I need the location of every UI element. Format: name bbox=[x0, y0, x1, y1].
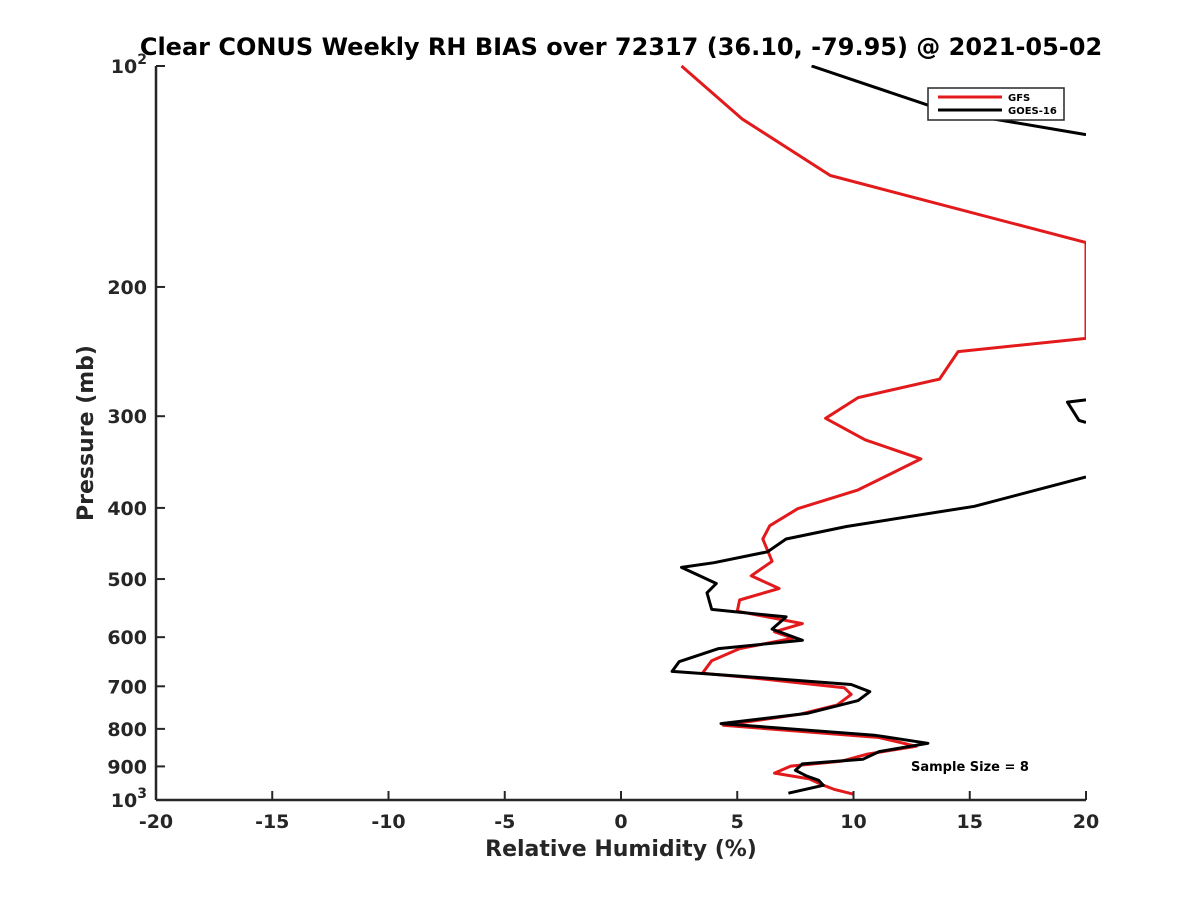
y-tick-label: 700 bbox=[107, 676, 147, 698]
chart-title: Clear CONUS Weekly RH BIAS over 72317 (3… bbox=[140, 33, 1102, 61]
y-tick-label: 102 bbox=[111, 52, 147, 78]
legend-box bbox=[927, 87, 1065, 121]
x-tick-label: 15 bbox=[957, 811, 983, 833]
x-tick-label: 20 bbox=[1073, 811, 1099, 833]
y-tick-label: 400 bbox=[107, 498, 147, 520]
y-tick-label: 600 bbox=[107, 627, 147, 649]
y-axis-label: Pressure (mb) bbox=[74, 345, 99, 521]
x-tick-label: -15 bbox=[255, 811, 289, 833]
x-tick-label: 5 bbox=[731, 811, 744, 833]
x-axis-label: Relative Humidity (%) bbox=[485, 837, 757, 862]
x-tick-label: -10 bbox=[371, 811, 405, 833]
y-tick-label: 900 bbox=[107, 756, 147, 778]
sample-size-annotation: Sample Size = 8 bbox=[911, 760, 1029, 775]
y-tick-label: 200 bbox=[107, 277, 147, 299]
legend: GFS GOES-16 bbox=[927, 87, 1065, 121]
legend-label: GOES-16 bbox=[1008, 106, 1057, 117]
x-tick-label: -20 bbox=[139, 811, 173, 833]
x-tick-label: -5 bbox=[494, 811, 515, 833]
x-tick-label: 0 bbox=[614, 811, 627, 833]
y-tick-label: 103 bbox=[111, 786, 147, 812]
y-tick-label: 500 bbox=[107, 569, 147, 591]
series-line-gfs-1 bbox=[680, 65, 1086, 796]
legend-label: GFS bbox=[1008, 93, 1030, 104]
y-tick-label: 300 bbox=[107, 406, 147, 428]
series-line-goes-16-2 bbox=[1065, 398, 1086, 424]
series-line-goes-16-3 bbox=[670, 475, 1086, 795]
x-tick-label: 10 bbox=[840, 811, 866, 833]
y-tick-label: 800 bbox=[107, 719, 147, 741]
axes: -20 -15 -10 -5 0 5 10 15 20 102 200 300 400 500 600 700… bbox=[107, 52, 1099, 833]
